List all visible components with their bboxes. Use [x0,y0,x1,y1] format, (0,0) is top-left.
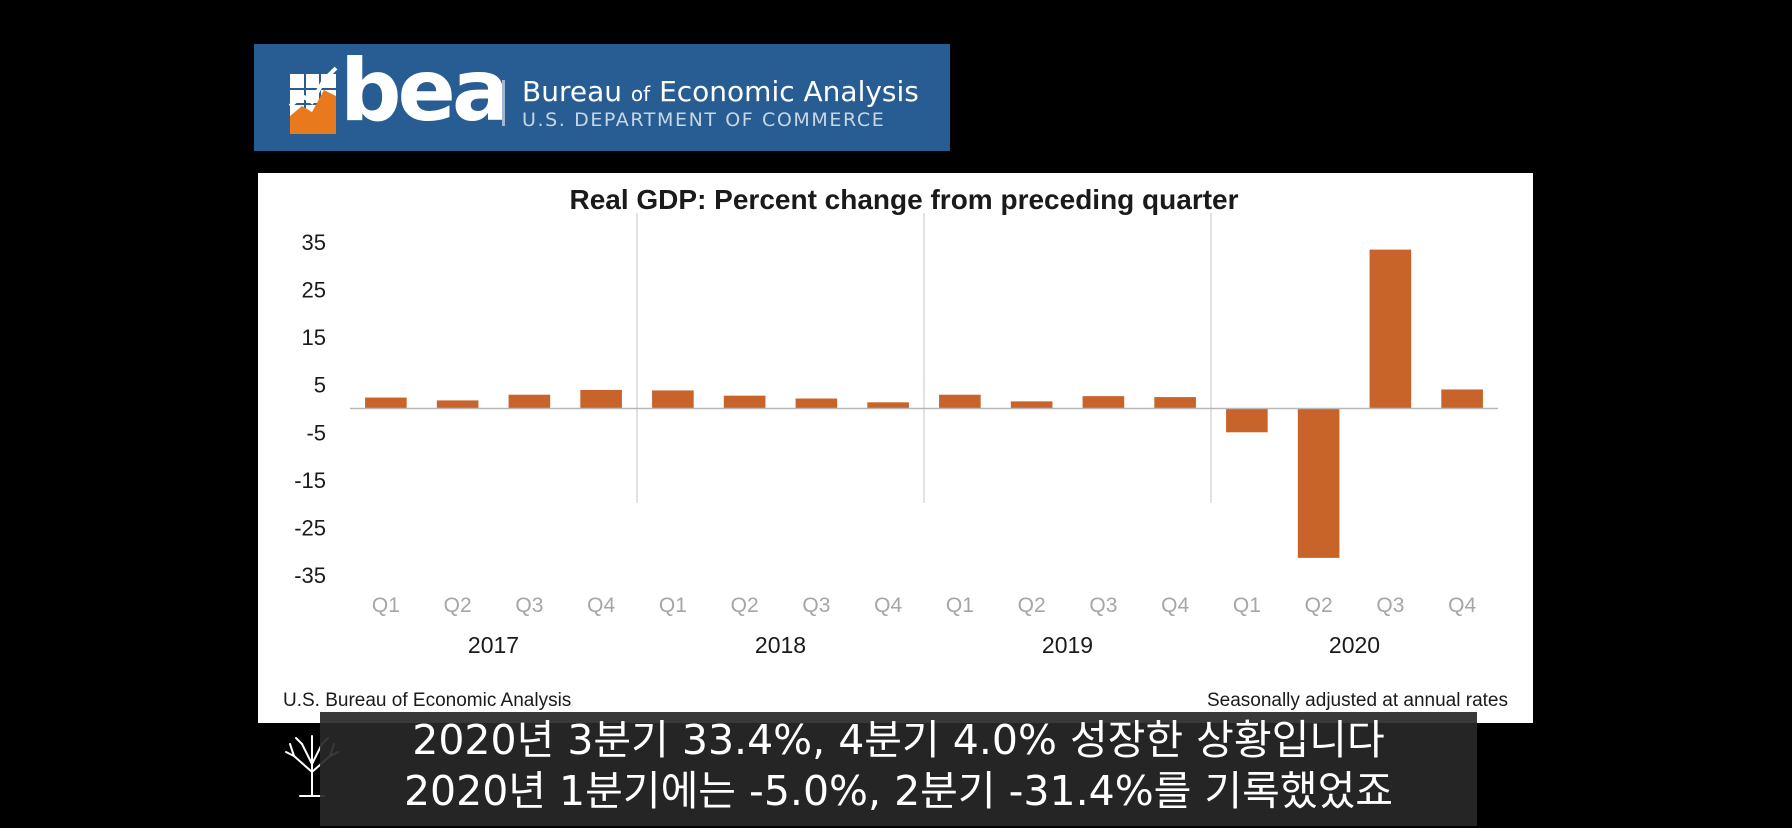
bureau-name-part2: Economic Analysis [650,75,919,108]
subtitle-line-2: 2020년 1분기에는 -5.0%, 2분기 -31.4%를 기록했었죠 [403,767,1394,815]
x-tick-label: Q1 [372,594,400,617]
y-tick-label: 15 [302,325,326,350]
year-group-label: 2017 [468,632,519,658]
y-tick-label: -5 [306,420,326,445]
bureau-name-of: of [630,82,651,106]
gdp-bar-chart: Real GDP: Percent change from preceding … [283,184,1508,711]
x-tick-label: Q1 [659,594,687,617]
y-tick-label: -25 [294,515,326,540]
chart-title: Real GDP: Percent change from preceding … [569,184,1238,215]
x-tick-label: Q3 [802,594,830,617]
source-note: U.S. Bureau of Economic Analysis [283,690,571,711]
bea-wordmark: bea [340,41,510,141]
bar [580,389,622,409]
y-tick-label: -35 [294,563,326,588]
x-tick-label: Q2 [1018,594,1046,617]
x-tick-label: Q2 [444,594,472,617]
x-tick-label: Q3 [515,594,543,617]
bar [365,397,407,409]
year-group-label: 2020 [1329,632,1380,658]
subtitle-box: 2020년 3분기 33.4%, 4분기 4.0% 성장한 상황입니다 2020… [320,712,1477,826]
y-tick-label: -15 [294,468,326,493]
bar [723,395,766,409]
x-tick-label: Q3 [1376,594,1404,617]
bar [1010,401,1053,409]
x-tick-label: Q2 [1305,594,1333,617]
x-tick-label: Q3 [1089,594,1117,617]
bar [939,394,981,409]
bureau-name-part1: Bureau [522,75,631,108]
bar [1154,397,1196,409]
x-tick-label: Q1 [946,594,974,617]
x-tick-label: Q4 [1448,594,1476,617]
department-name: U.S. DEPARTMENT OF COMMERCE [522,109,886,131]
bar [508,394,551,409]
bar [1369,249,1412,409]
year-group-label: 2018 [755,632,806,658]
bea-banner: bea Bureau of Economic Analysis U.S. DEP… [254,44,950,151]
x-tick-label: Q4 [587,594,615,617]
bar [1226,408,1268,433]
x-tick-label: Q1 [1233,594,1261,617]
bar [795,398,838,409]
x-tick-label: Q2 [731,594,759,617]
y-tick-label: 25 [302,278,326,303]
bar [1441,389,1483,409]
chart-panel: Real GDP: Percent change from preceding … [258,173,1533,723]
rate-note: Seasonally adjusted at annual rates [1207,690,1508,711]
bar [1297,408,1340,558]
banner-divider [502,80,505,126]
x-tick-label: Q4 [1161,594,1189,617]
bar [436,400,479,409]
y-tick-label: 35 [302,230,326,255]
x-tick-label: Q4 [874,594,902,617]
bea-chart-logo-icon [288,66,338,134]
subtitle-line-1: 2020년 3분기 33.4%, 4분기 4.0% 성장한 상황입니다 [412,716,1385,764]
bureau-name: Bureau of Economic Analysis [522,78,919,106]
y-tick-label: 5 [314,373,326,398]
bar [652,390,694,409]
bar [867,402,909,409]
bar [1082,396,1125,409]
year-group-label: 2019 [1042,632,1093,658]
